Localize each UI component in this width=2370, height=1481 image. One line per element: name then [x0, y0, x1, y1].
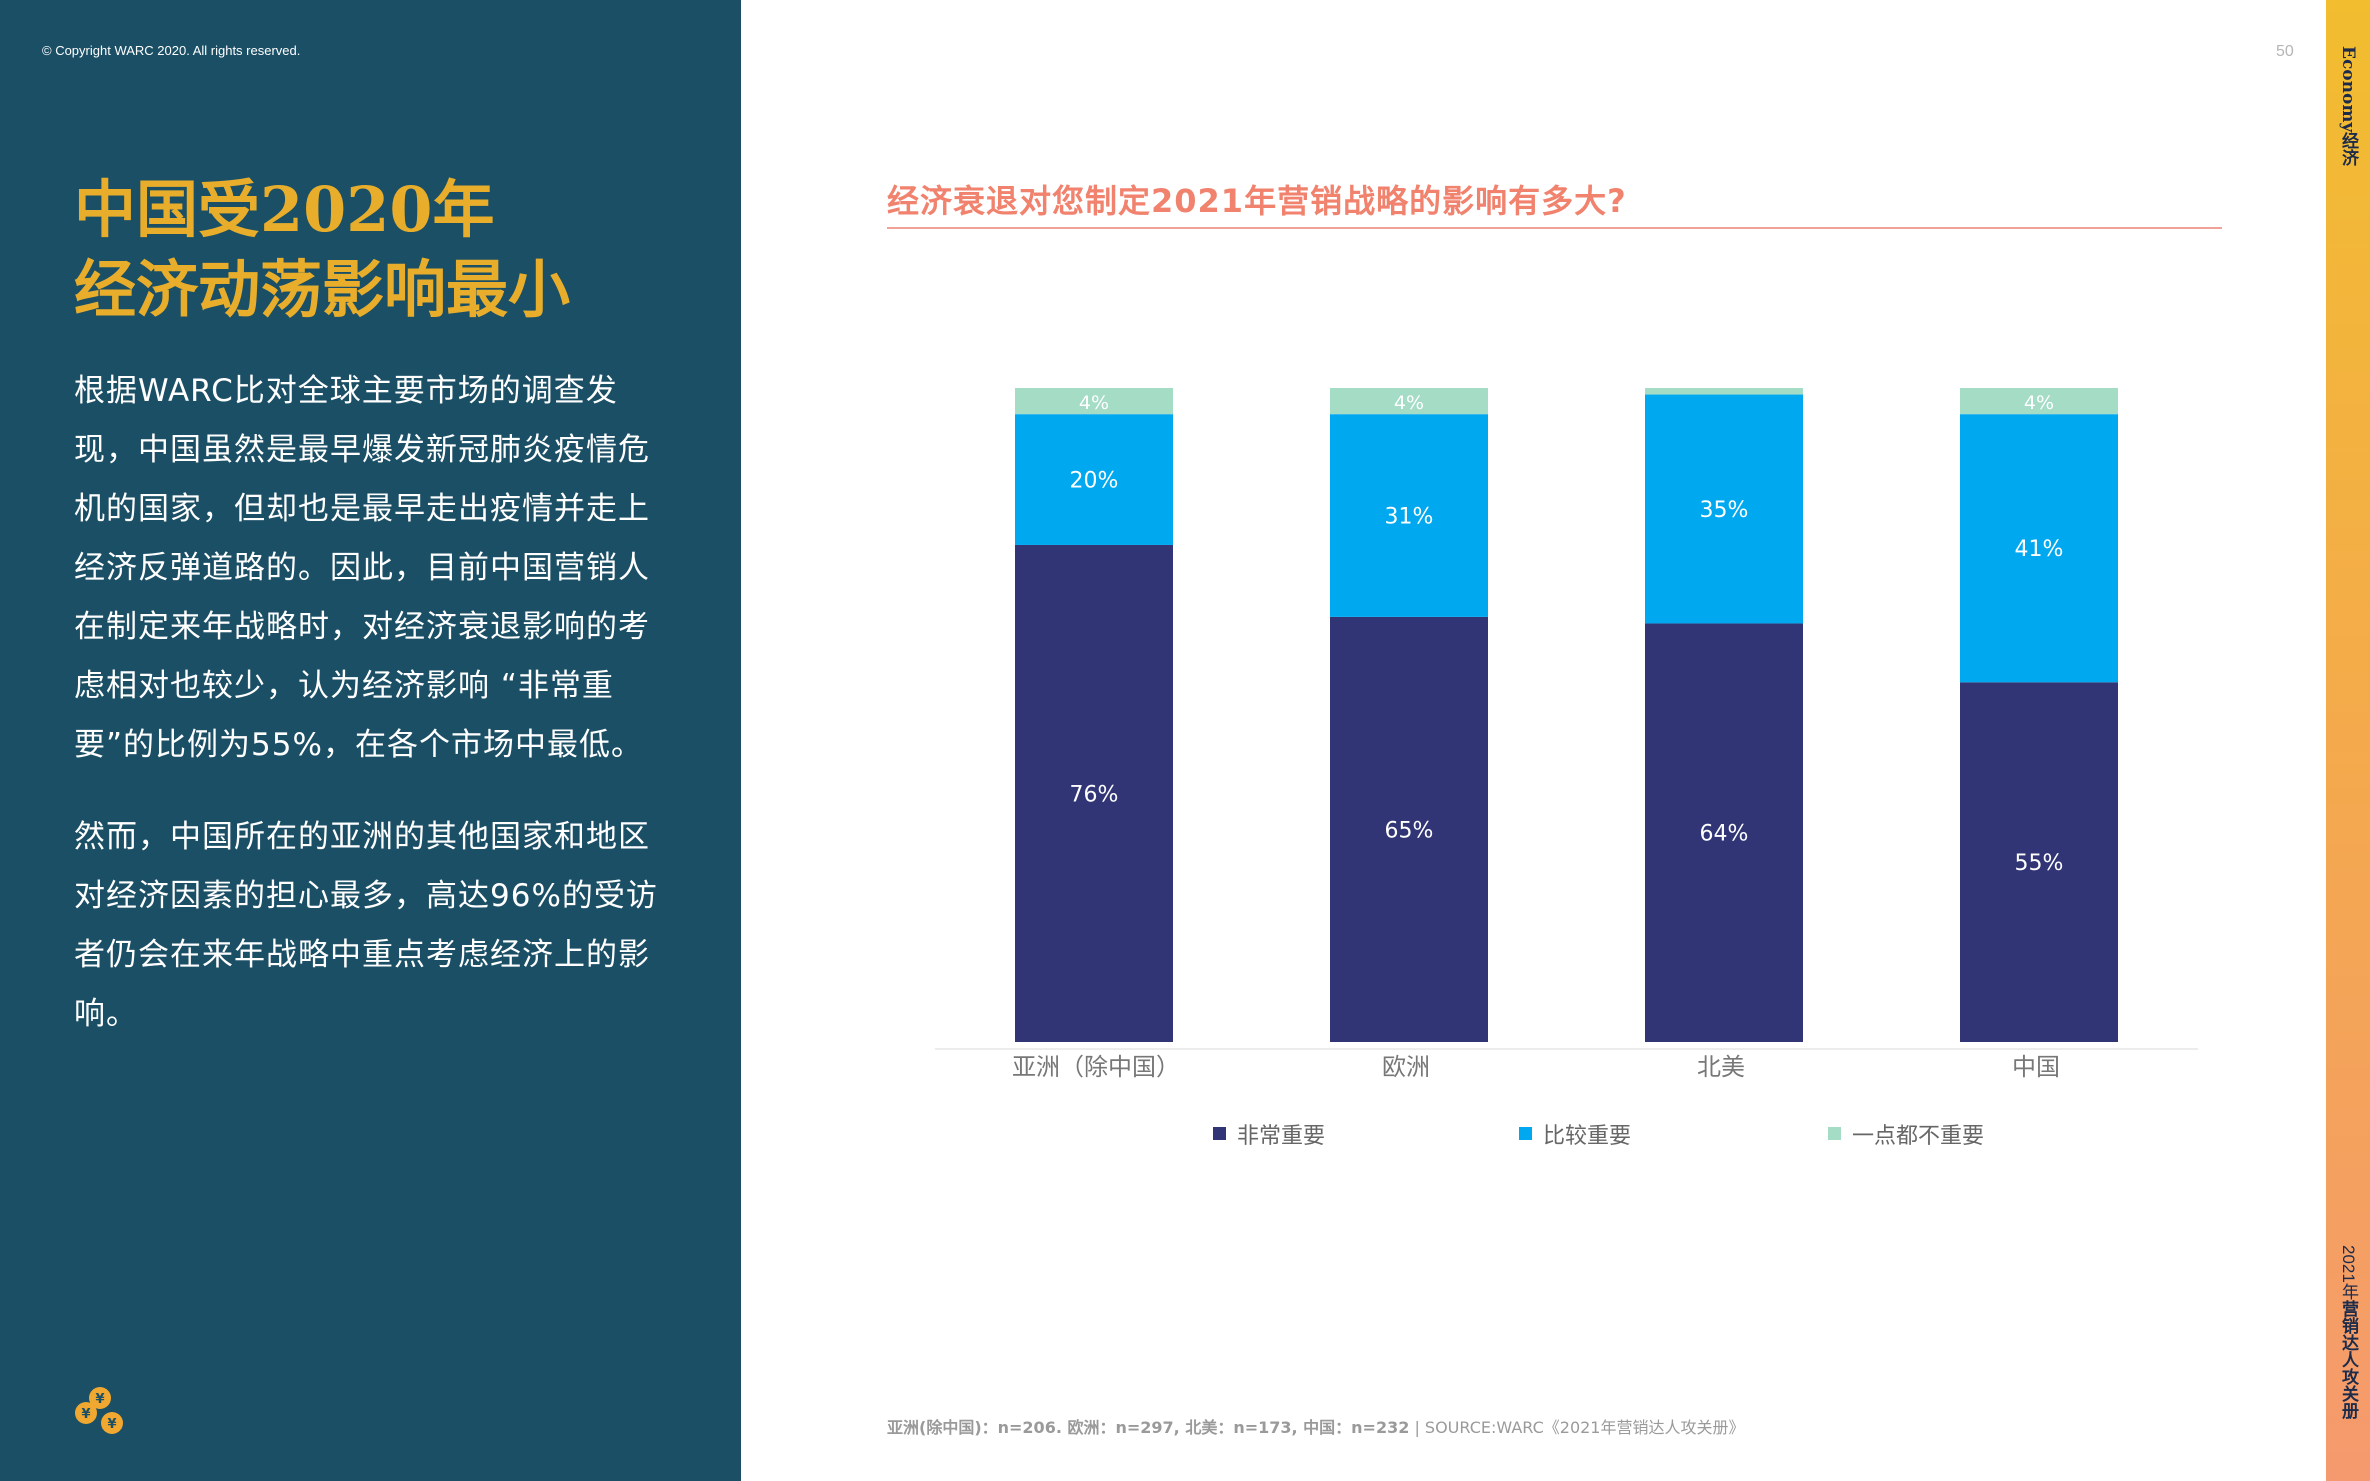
copyright-notice: © Copyright WARC 2020. All rights reserv… — [42, 43, 301, 58]
book-title: 2021年营销达人攻关册 — [2336, 1245, 2361, 1419]
body-text: 根据WARC比对全球主要市场的调查发现，中国虽然是最早爆发新冠肺炎疫情危机的国家… — [74, 362, 674, 1077]
left-panel — [0, 0, 741, 1481]
category-label: 欧洲 — [1382, 1053, 1430, 1081]
bar-segment — [1330, 388, 1488, 415]
bar-segment — [1015, 388, 1173, 415]
side-strip — [2326, 0, 2370, 1481]
body-paragraph-1: 根据WARC比对全球主要市场的调查发现，中国虽然是最早爆发新冠肺炎疫情危机的国家… — [74, 373, 650, 763]
category-label: 亚洲（除中国） — [1012, 1053, 1180, 1081]
title-underline — [887, 227, 2222, 229]
svg-text:¥: ¥ — [107, 1417, 116, 1432]
section-label: Economy经济 — [2338, 46, 2358, 167]
page-number: 50 — [2276, 43, 2294, 60]
data-label: 4% — [2024, 392, 2054, 414]
bar-segment — [1015, 414, 1173, 545]
svg-text:¥: ¥ — [95, 1392, 104, 1407]
data-label: 41% — [2015, 537, 2064, 562]
data-label: 76% — [1070, 782, 1119, 807]
data-label: 31% — [1385, 505, 1434, 530]
sample-sizes: 亚洲(除中国)：n=206. 欧洲：n=297, 北美：n=173, 中国：n=… — [887, 1418, 1410, 1437]
chart-title: 经济衰退对您制定2021年营销战略的影响有多大? — [887, 182, 1627, 220]
bar-segment — [1330, 414, 1488, 617]
data-label: 4% — [1394, 392, 1424, 414]
bar-segment — [1645, 394, 1803, 624]
book-title-prefix: 2021年 — [2339, 1245, 2358, 1300]
bar-segment — [1960, 388, 2118, 415]
bar-segment — [1645, 388, 1803, 395]
bar-segment — [1015, 544, 1173, 1042]
page-headline: 中国受2020年 经济动荡影响最小 — [74, 170, 694, 330]
bar-segment — [1960, 682, 2118, 1042]
bar-segment — [1960, 414, 2118, 683]
legend-label: 比较重要 — [1543, 1124, 1631, 1149]
category-label: 北美 — [1697, 1053, 1745, 1081]
legend-swatch — [1519, 1127, 1532, 1140]
category-label: 中国 — [2012, 1053, 2060, 1081]
coins-icon: ¥ ¥ ¥ — [75, 1387, 123, 1434]
svg-text:¥: ¥ — [81, 1407, 90, 1422]
legend-swatch — [1213, 1127, 1226, 1140]
source-citation: | SOURCE:WARC《2021年营销达人攻关册》 — [1409, 1418, 1745, 1437]
data-label: 35% — [1700, 498, 1749, 523]
data-label: 55% — [2015, 851, 2064, 876]
bar-segment — [1645, 623, 1803, 1042]
data-label: 4% — [1079, 392, 1109, 414]
data-label: 65% — [1385, 818, 1434, 843]
source-note: 亚洲(除中国)：n=206. 欧洲：n=297, 北美：n=173, 中国：n=… — [887, 1414, 1744, 1438]
bar-segment — [1330, 616, 1488, 1042]
legend-swatch — [1828, 1127, 1841, 1140]
book-title-main: 营销达人攻关册 — [2339, 1299, 2358, 1419]
headline-line-2: 经济动荡影响最小 — [74, 253, 571, 326]
legend-label: 一点都不重要 — [1852, 1124, 1984, 1149]
data-label: 64% — [1700, 822, 1749, 847]
body-paragraph-2: 然而，中国所在的亚洲的其他国家和地区对经济因素的担心最多，高达96%的受访者仍会… — [74, 819, 658, 1032]
data-label: 20% — [1070, 469, 1119, 494]
legend-label: 非常重要 — [1237, 1124, 1325, 1149]
headline-line-1: 中国受2020年 — [74, 173, 495, 246]
